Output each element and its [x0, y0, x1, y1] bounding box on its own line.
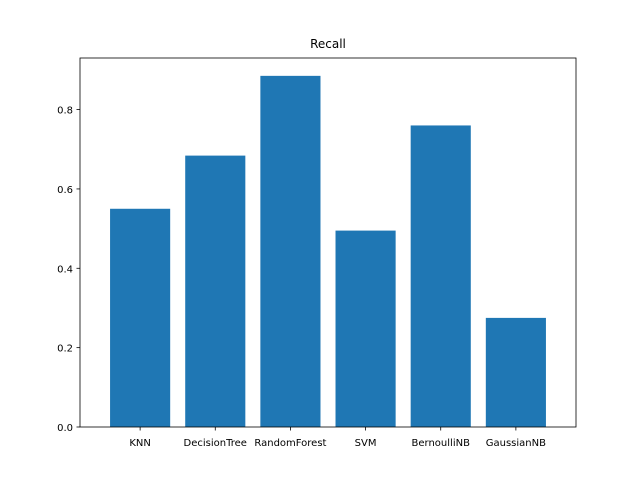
bar-knn — [110, 208, 171, 427]
y-tick-label: 0.0 — [57, 423, 73, 434]
y-tick-label: 0.8 — [57, 106, 73, 117]
x-tick-label: GaussianNB — [486, 438, 546, 449]
x-tick-label: SVM — [355, 438, 377, 449]
bar-randomforest — [260, 75, 321, 428]
bar-svm — [335, 230, 396, 427]
x-tick-label: KNN — [129, 438, 151, 449]
x-tick-label: RandomForest — [254, 438, 326, 449]
y-tick-label: 0.4 — [57, 264, 73, 275]
plot-frame — [79, 57, 577, 428]
y-axis: 0.0 0.2 0.4 0.6 0.8 — [57, 106, 80, 434]
bar-decisiontree — [185, 155, 246, 427]
x-tick-label: DecisionTree — [184, 438, 247, 449]
x-axis: KNN DecisionTree RandomForest SVM BernoulliN… — [129, 427, 546, 449]
bar-gaussiannb — [485, 317, 546, 427]
bar-bernoullinb — [410, 125, 471, 428]
y-tick-label: 0.2 — [57, 344, 73, 355]
bars-group — [110, 75, 546, 428]
x-tick-label: BernoulliNB — [412, 438, 471, 449]
y-tick-label: 0.6 — [57, 185, 73, 196]
chart-title: Recall — [310, 37, 346, 51]
